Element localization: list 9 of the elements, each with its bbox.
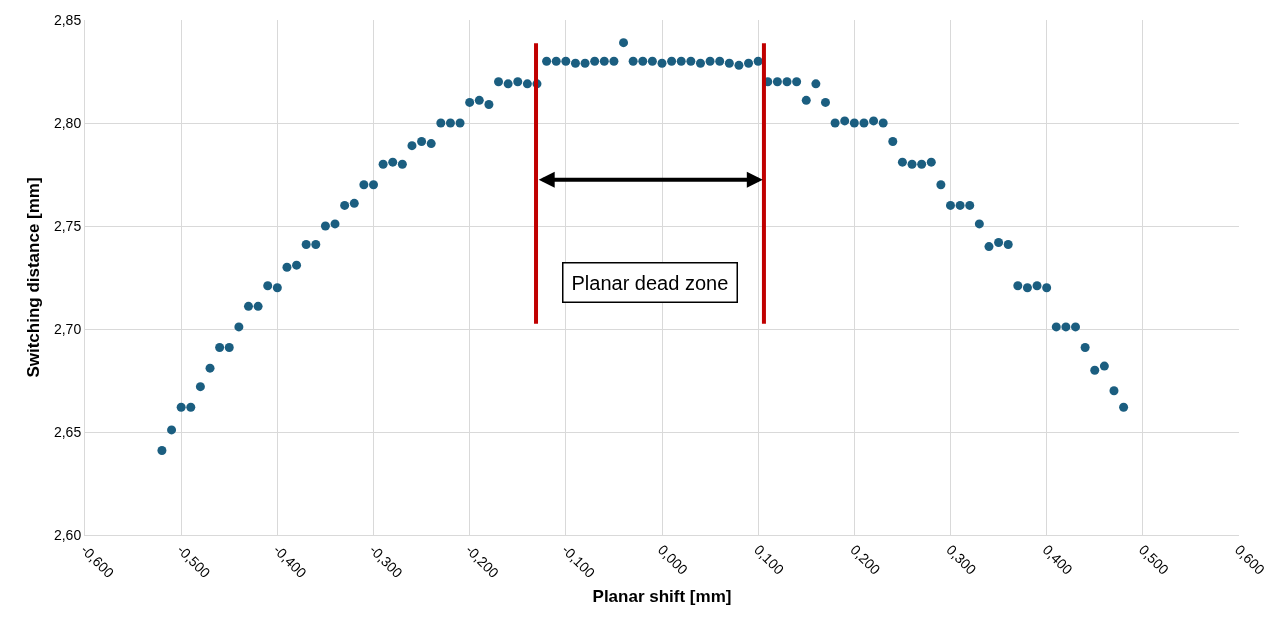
y-tick-label: 2,75 — [53, 217, 82, 234]
x-axis-title: Planar shift [mm] — [592, 587, 732, 607]
y-axis-title: Switching distance [mm] — [23, 177, 43, 378]
annotation: Planar dead zone — [571, 271, 729, 294]
y-tick-label: 2,65 — [53, 423, 82, 440]
y-tick-label: 2,80 — [53, 114, 82, 131]
y-tick-label: 2,70 — [53, 320, 82, 337]
y-tick-label: 2,60 — [53, 526, 82, 543]
y-tick-label: 2,85 — [53, 11, 82, 28]
